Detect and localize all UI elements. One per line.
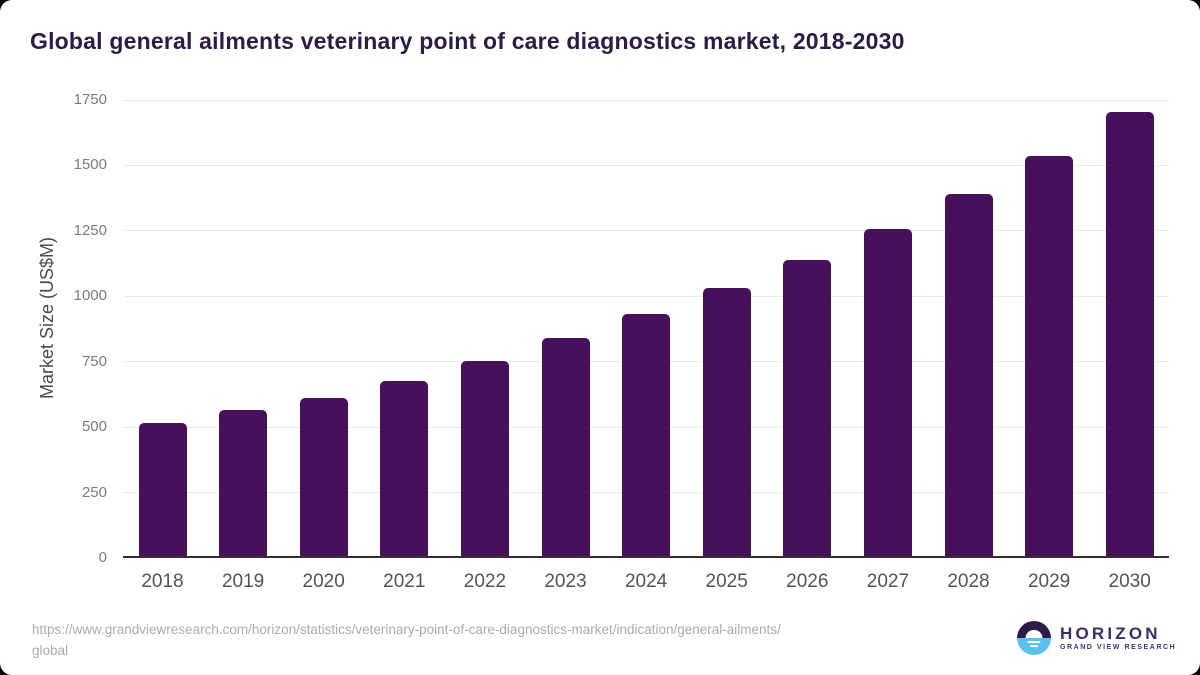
sun-reflection-line — [1027, 640, 1041, 643]
source-url-line1: https://www.grandviewresearch.com/horizo… — [32, 622, 781, 637]
y-tick-1250: 1250 — [73, 221, 107, 239]
brand-name: HORIZON — [1060, 623, 1161, 643]
horizon-logo-text: HORIZON GRAND VIEW RESEARCH — [1060, 623, 1177, 652]
x-axis-line — [123, 556, 1169, 558]
x-tick-2030: 2030 — [1108, 571, 1151, 592]
gridline-1000 — [123, 295, 1169, 297]
y-tick-1500: 1500 — [73, 156, 107, 174]
bar-2018[interactable] — [138, 423, 187, 558]
bar-2025[interactable] — [702, 287, 751, 558]
x-tick-2023: 2023 — [544, 571, 587, 592]
y-tick-250: 250 — [81, 483, 107, 501]
sun-glyph — [1025, 629, 1043, 638]
y-tick-1750: 1750 — [73, 91, 107, 108]
bar-2027[interactable] — [863, 228, 912, 558]
x-tick-2018: 2018 — [141, 571, 184, 592]
horizon-sun-icon — [1017, 621, 1051, 655]
bar-2023[interactable] — [541, 338, 590, 558]
x-tick-2020: 2020 — [302, 571, 345, 592]
bar-2020[interactable] — [299, 397, 348, 558]
x-tick-2029: 2029 — [1027, 571, 1071, 592]
bar-2028[interactable] — [944, 193, 993, 558]
horizon-logo: HORIZON GRAND VIEW RESEARCH — [1017, 621, 1176, 655]
sun-reflection-line — [1030, 645, 1038, 647]
y-tick-1000: 1000 — [73, 287, 107, 305]
gridline-1250 — [123, 230, 1169, 232]
x-tick-2028: 2028 — [947, 571, 990, 592]
x-tick-2025: 2025 — [705, 571, 748, 592]
y-tick-500: 500 — [81, 418, 107, 436]
bar-2019[interactable] — [219, 409, 268, 558]
x-tick-2027: 2027 — [866, 571, 910, 592]
y-tick-750: 750 — [81, 352, 107, 370]
x-tick-2022: 2022 — [463, 571, 507, 592]
x-tick-2019: 2019 — [221, 571, 265, 592]
source-url: https://www.grandviewresearch.com/horizo… — [32, 619, 781, 661]
gridline-1750 — [123, 99, 1169, 101]
x-tick-2026: 2026 — [786, 571, 829, 592]
x-tick-2024: 2024 — [624, 571, 668, 592]
brand-subtitle: GRAND VIEW RESEARCH — [1060, 643, 1177, 651]
bar-2030[interactable] — [1105, 112, 1154, 558]
y-tick-0: 0 — [98, 549, 107, 566]
gridline-1500 — [123, 164, 1169, 166]
bar-2026[interactable] — [783, 260, 832, 558]
bar-2021[interactable] — [380, 380, 429, 558]
chart-title: Global general ailments veterinary point… — [30, 28, 905, 54]
x-tick-2021: 2021 — [383, 571, 426, 592]
source-url-line2: global — [32, 643, 69, 658]
bar-2022[interactable] — [460, 360, 509, 558]
bar-2029[interactable] — [1025, 156, 1074, 558]
bar-2024[interactable] — [622, 313, 671, 558]
